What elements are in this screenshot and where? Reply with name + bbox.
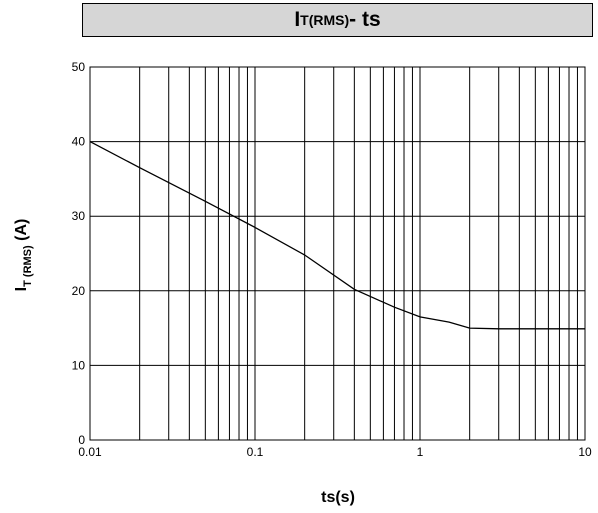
y-axis-label-subscript: T (RMS) <box>22 245 34 287</box>
y-tick-labels: 0 10 20 30 40 50 <box>72 60 86 447</box>
chart-title-subscript: T(RMS) <box>300 12 350 28</box>
vertical-gridlines <box>89 67 578 440</box>
y-tick-label: 0 <box>78 433 85 447</box>
x-tick-labels: 0.01 0.1 1 10 <box>78 445 592 459</box>
y-tick-label: 10 <box>72 358 86 372</box>
y-tick-label: 40 <box>72 135 86 149</box>
y-axis-label-rest: (A) <box>13 219 30 246</box>
chart-title-main: I <box>294 8 301 31</box>
x-tick-label: 1 <box>417 445 424 459</box>
x-tick-label: 10 <box>578 445 592 459</box>
y-tick-label: 30 <box>72 209 86 223</box>
chart-title-rest: - ts <box>349 8 381 31</box>
y-axis-label: IT (RMS) (A) <box>13 219 34 292</box>
series-line <box>89 141 585 330</box>
chart-title: I T(RMS) - ts <box>82 3 593 37</box>
y-tick-label: 50 <box>72 60 86 74</box>
series-group <box>89 141 585 330</box>
x-axis-label: ts(s) <box>321 489 355 506</box>
plot-frame <box>89 66 586 441</box>
x-tick-label: 0.1 <box>247 445 264 459</box>
y-axis-label-main: I <box>13 287 30 291</box>
y-tick-label: 20 <box>72 284 86 298</box>
x-tick-label: 0.01 <box>78 445 102 459</box>
horizontal-gridlines <box>90 66 585 441</box>
